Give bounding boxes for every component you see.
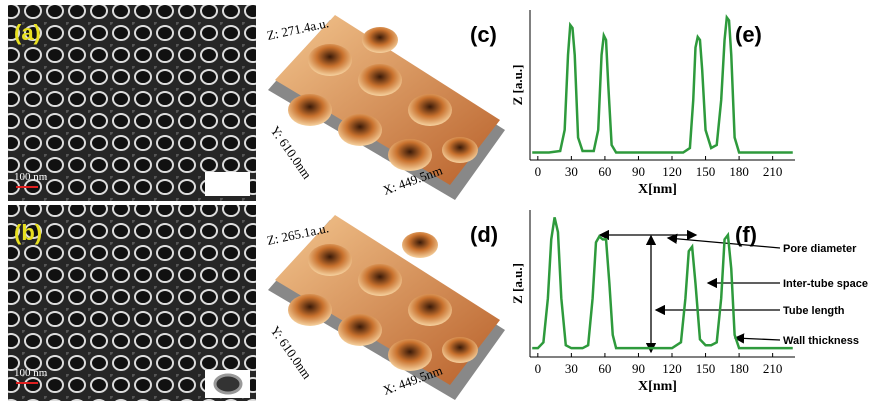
x-tick-label: 180 <box>729 164 749 179</box>
panel-label: (c) <box>470 22 497 47</box>
x-tick-label: 30 <box>565 361 578 376</box>
x-tick-label: 90 <box>632 164 645 179</box>
annotation-arrows <box>600 235 780 352</box>
panel-label: (f) <box>735 222 757 247</box>
x-tick-label: 60 <box>598 164 611 179</box>
inset <box>205 172 250 196</box>
x-tick-label: 60 <box>598 361 611 376</box>
scale-bar-label: 100 nm <box>14 367 48 379</box>
figure: (a) (b) 100 nm 100 nm Z: 271.4a.u. Y: 61… <box>0 0 877 405</box>
x-tick-label: 210 <box>763 164 783 179</box>
panel-label: (a) <box>14 20 41 45</box>
x-tick-label: 30 <box>565 164 578 179</box>
annotation: Inter-tube space <box>783 278 868 290</box>
y-axis-label: Z [a.u.] <box>510 263 525 304</box>
x-tick-label: 180 <box>729 361 749 376</box>
annotation: Wall thickness <box>783 335 859 347</box>
afm-y-label: Y: 610.0nm <box>268 123 315 182</box>
x-axis-label: X[nm] <box>638 182 677 197</box>
inset-tube <box>215 375 241 393</box>
panel-label: (d) <box>470 222 498 247</box>
x-tick-label: 210 <box>763 361 783 376</box>
x-tick-label: 0 <box>535 164 542 179</box>
panel-label: (e) <box>735 22 762 47</box>
x-tick-label: 90 <box>632 361 645 376</box>
panel-label: (b) <box>14 220 42 245</box>
x-tick-label: 150 <box>696 361 716 376</box>
x-axis-label: X[nm] <box>638 379 677 394</box>
annotation: Pore diameter <box>783 243 857 255</box>
annotation: Tube length <box>783 305 845 317</box>
y-axis-label: Z [a.u.] <box>510 65 525 106</box>
scale-bar-label: 100 nm <box>14 171 48 183</box>
x-tick-label: 120 <box>662 164 682 179</box>
x-tick-label: 120 <box>662 361 682 376</box>
afm-y-label: Y: 610.0nm <box>268 323 315 382</box>
x-tick-label: 0 <box>535 361 542 376</box>
x-tick-label: 150 <box>696 164 716 179</box>
